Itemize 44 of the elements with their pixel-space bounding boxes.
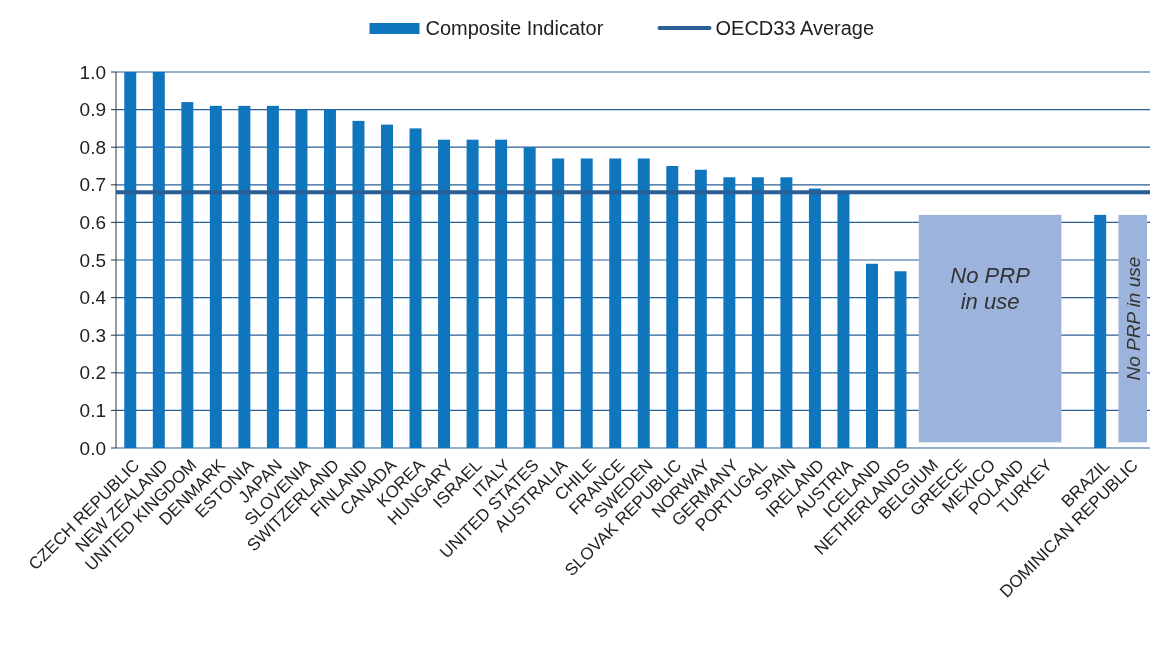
bar bbox=[751, 177, 764, 448]
y-tick-label: 0.1 bbox=[79, 400, 106, 422]
y-tick-label: 0.6 bbox=[79, 212, 106, 234]
y-tick-label: 0.0 bbox=[79, 437, 106, 459]
bar bbox=[837, 192, 850, 448]
band-label: No PRP in use bbox=[1122, 256, 1144, 381]
bar bbox=[438, 139, 451, 448]
bar bbox=[1094, 214, 1107, 448]
bar bbox=[323, 109, 336, 448]
band-label: No PRP in use bbox=[950, 263, 1031, 315]
bar bbox=[866, 263, 878, 448]
bar bbox=[894, 271, 907, 448]
bar bbox=[580, 158, 593, 448]
y-tick-label: 0.7 bbox=[79, 174, 106, 196]
legend-label: Composite Indicator bbox=[425, 17, 604, 39]
y-tick-label: 1.0 bbox=[79, 61, 106, 83]
y-tick-label: 0.9 bbox=[79, 99, 106, 121]
bar bbox=[181, 102, 194, 448]
bar bbox=[209, 105, 222, 448]
bar bbox=[723, 177, 736, 448]
bar bbox=[780, 177, 793, 448]
y-tick-label: 0.3 bbox=[79, 324, 106, 346]
y-tick-label: 0.4 bbox=[79, 287, 107, 309]
bar bbox=[666, 166, 679, 448]
bar bbox=[381, 124, 393, 448]
bar bbox=[466, 139, 479, 448]
bar bbox=[637, 158, 650, 448]
bar bbox=[238, 105, 251, 448]
bar bbox=[495, 139, 508, 448]
bar bbox=[352, 120, 365, 448]
bar bbox=[552, 158, 565, 448]
bar bbox=[152, 72, 165, 448]
legend-label: OECD33 Average bbox=[715, 17, 875, 39]
bar bbox=[609, 158, 622, 448]
bar bbox=[523, 147, 536, 448]
y-tick-label: 0.8 bbox=[79, 136, 106, 158]
bar bbox=[808, 188, 821, 448]
bar bbox=[295, 109, 308, 448]
y-tick-label: 0.5 bbox=[79, 249, 106, 271]
bar bbox=[266, 105, 279, 448]
bar bbox=[694, 169, 707, 448]
bar bbox=[124, 72, 137, 448]
bar bbox=[409, 128, 422, 448]
y-tick-label: 0.2 bbox=[79, 362, 106, 384]
